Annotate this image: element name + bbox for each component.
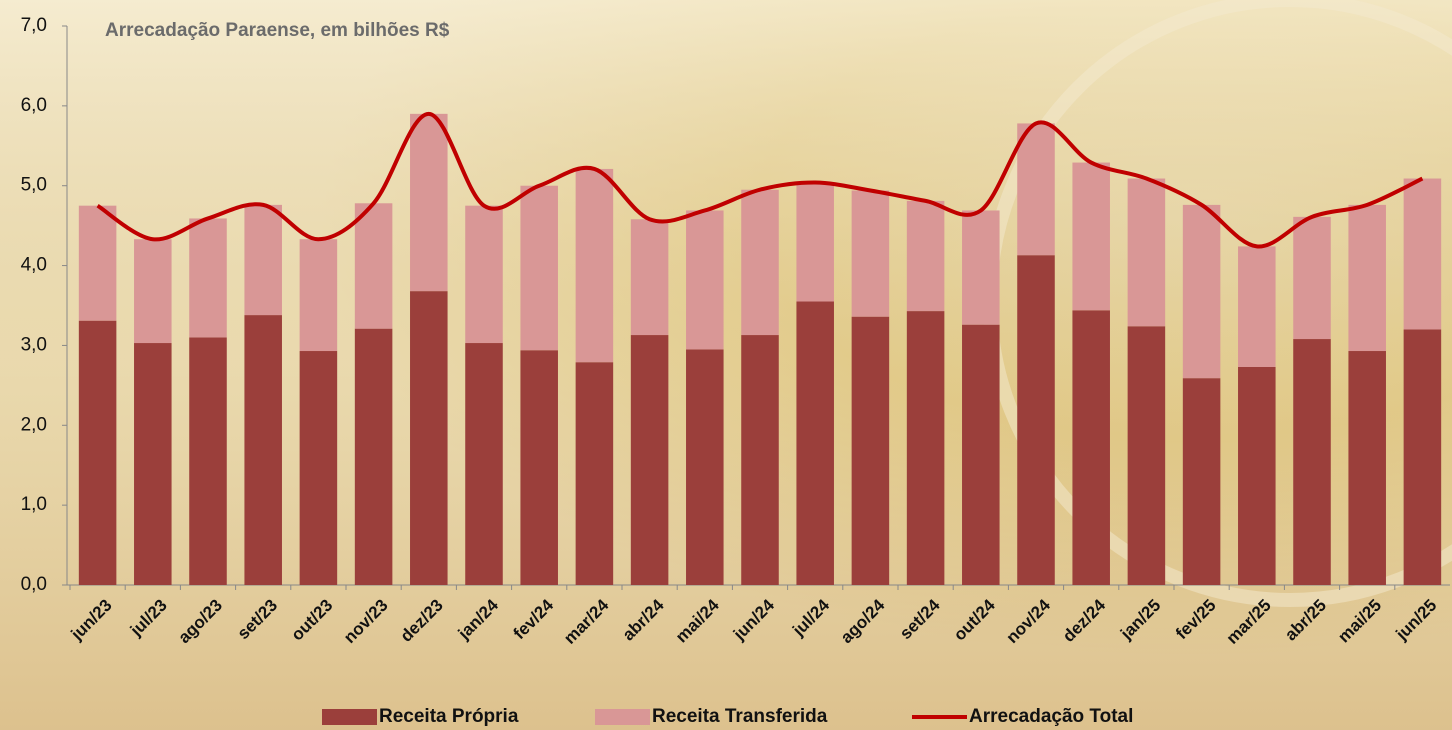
bar-segment <box>134 239 172 343</box>
y-tick-label: 0,0 <box>21 574 47 595</box>
bar-segment <box>1128 179 1166 327</box>
bar-segment <box>631 219 669 335</box>
bar-segment <box>1238 246 1276 367</box>
bar-segment <box>189 218 227 337</box>
bar-segment <box>1348 205 1386 351</box>
bar-segment <box>1348 351 1386 585</box>
bar-segment <box>300 239 338 351</box>
bar-segment <box>79 321 117 585</box>
legend-label: Arrecadação Total <box>969 706 1133 727</box>
y-tick-label: 2,0 <box>21 414 47 435</box>
bar-segment <box>520 350 558 585</box>
bar-segment <box>1404 179 1442 330</box>
bar-segment <box>631 335 669 585</box>
bar-segment <box>1238 367 1276 585</box>
y-tick-label: 3,0 <box>21 334 47 355</box>
y-tick-label: 7,0 <box>21 15 47 36</box>
bar-segment <box>686 349 724 585</box>
bar-segment <box>355 203 393 328</box>
bar-segment <box>1017 255 1055 585</box>
y-tick-label: 6,0 <box>21 95 47 116</box>
legend-swatch <box>595 709 650 725</box>
bar-segment <box>79 206 117 321</box>
bar-segment <box>465 343 503 585</box>
bar-segment <box>410 114 448 291</box>
bar-segment <box>852 191 890 317</box>
bar-segment <box>576 362 614 585</box>
bar-segment <box>1017 123 1055 255</box>
y-tick-label: 1,0 <box>21 494 47 515</box>
bar-segment <box>1072 163 1110 311</box>
bar-segment <box>1128 326 1166 585</box>
bar-segment <box>189 337 227 585</box>
chart: Arrecadação Paraense, em bilhões R$ 0,0 1… <box>0 0 1452 730</box>
bar-segment <box>796 183 834 302</box>
bar-segment <box>410 291 448 585</box>
bar-segment <box>962 325 1000 585</box>
bar-segment <box>244 315 282 585</box>
legend-label: Receita Transferida <box>652 706 828 727</box>
bar-segment <box>1183 205 1221 378</box>
bar-segment <box>244 205 282 315</box>
bar-segment <box>1183 378 1221 585</box>
bar-segment <box>576 169 614 362</box>
bar-segment <box>907 201 945 311</box>
bar-segment <box>300 351 338 585</box>
bar-segment <box>962 210 1000 324</box>
bar-segment <box>796 302 834 585</box>
bar-segment <box>741 190 779 335</box>
bar-segment <box>741 335 779 585</box>
bar-segment <box>465 206 503 343</box>
bar-segment <box>1293 339 1331 585</box>
y-tick-label: 5,0 <box>21 175 47 196</box>
bar-segment <box>686 210 724 349</box>
y-tick-label: 4,0 <box>21 255 47 276</box>
bar-segment <box>134 343 172 585</box>
legend-label: Receita Própria <box>379 706 519 727</box>
legend-swatch <box>322 709 377 725</box>
bar-segment <box>907 311 945 585</box>
bar-segment <box>1293 217 1331 339</box>
bar-segment <box>1072 310 1110 585</box>
bar-segment <box>520 186 558 351</box>
bar-segment <box>852 317 890 585</box>
bar-segment <box>355 329 393 585</box>
chart-title: Arrecadação Paraense, em bilhões R$ <box>105 20 450 41</box>
bar-segment <box>1404 329 1442 585</box>
